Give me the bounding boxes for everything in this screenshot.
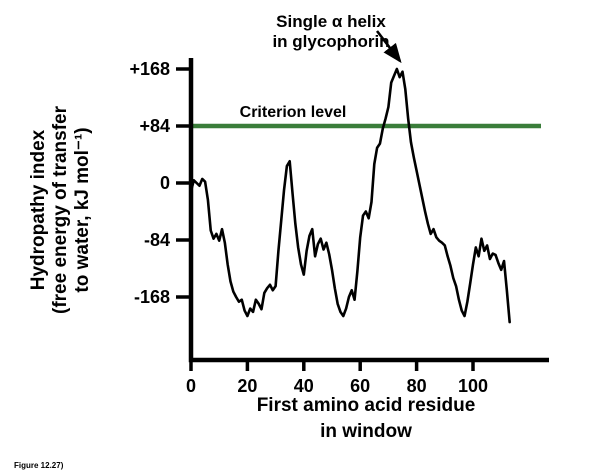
criterion-level-label: Criterion level	[240, 104, 347, 121]
y-axis-ticks: +168 +84 0 -84 -168	[129, 59, 191, 307]
y-tick-label: +84	[139, 116, 170, 136]
annotation-arrow-icon	[375, 30, 402, 64]
x-tick-label: 40	[294, 376, 314, 396]
x-tick-label: 20	[237, 376, 257, 396]
x-axis-title: First amino acid residue in window	[257, 395, 476, 442]
y-axis-title: Hydropathy index(free energy of transfer…	[28, 105, 93, 314]
figure-caption: Figure 12.27)	[14, 461, 64, 470]
axes	[188, 58, 549, 363]
x-tick-label: 80	[407, 376, 427, 396]
annotation-single-alpha-helix: Single α helix in glycophorin	[272, 12, 389, 51]
y-tick-label: 0	[160, 173, 170, 193]
y-tick-label: -84	[144, 230, 170, 250]
x-axis-ticks: 0 20 40 60 80 100	[186, 360, 488, 396]
hydropathy-curve	[189, 67, 511, 324]
y-tick-label: -168	[134, 287, 170, 307]
x-tick-label: 60	[350, 376, 370, 396]
y-tick-label: +168	[129, 59, 170, 79]
x-tick-label: 0	[186, 376, 196, 396]
x-tick-label: 100	[458, 376, 488, 396]
